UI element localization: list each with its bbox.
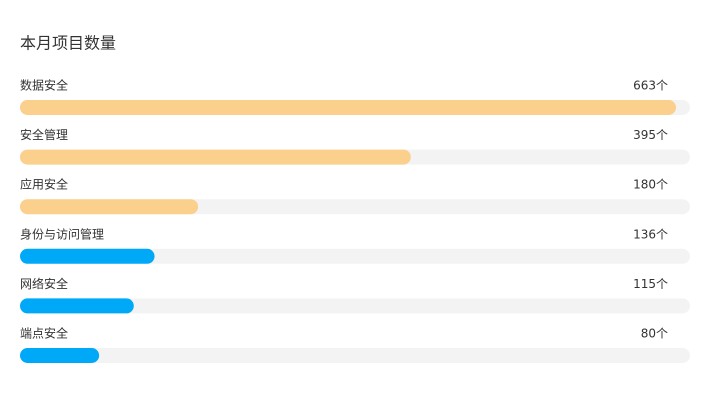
bar — [20, 100, 676, 115]
value-label: 80个 — [641, 327, 668, 341]
category-label: 身份与访问管理 — [20, 226, 104, 241]
category-label: 安全管理 — [20, 127, 68, 142]
value-label: 136个 — [633, 227, 668, 241]
category-label: 网络安全 — [20, 276, 68, 291]
bar — [20, 298, 134, 314]
bar — [20, 348, 100, 363]
bar-track — [20, 248, 690, 264]
category-label: 端点安全 — [20, 326, 68, 341]
chart-title: 本月项目数量 — [20, 34, 116, 53]
category-label: 应用安全 — [20, 177, 68, 192]
value-label: 115个 — [633, 277, 668, 291]
value-label: 395个 — [633, 128, 668, 142]
value-label: 180个 — [633, 178, 668, 192]
category-label: 数据安全 — [20, 78, 68, 93]
bar — [20, 149, 411, 165]
bar-track — [20, 298, 690, 314]
bar-track — [20, 348, 690, 363]
bar — [20, 248, 155, 264]
value-label: 663个 — [633, 79, 668, 93]
bar — [20, 199, 199, 215]
